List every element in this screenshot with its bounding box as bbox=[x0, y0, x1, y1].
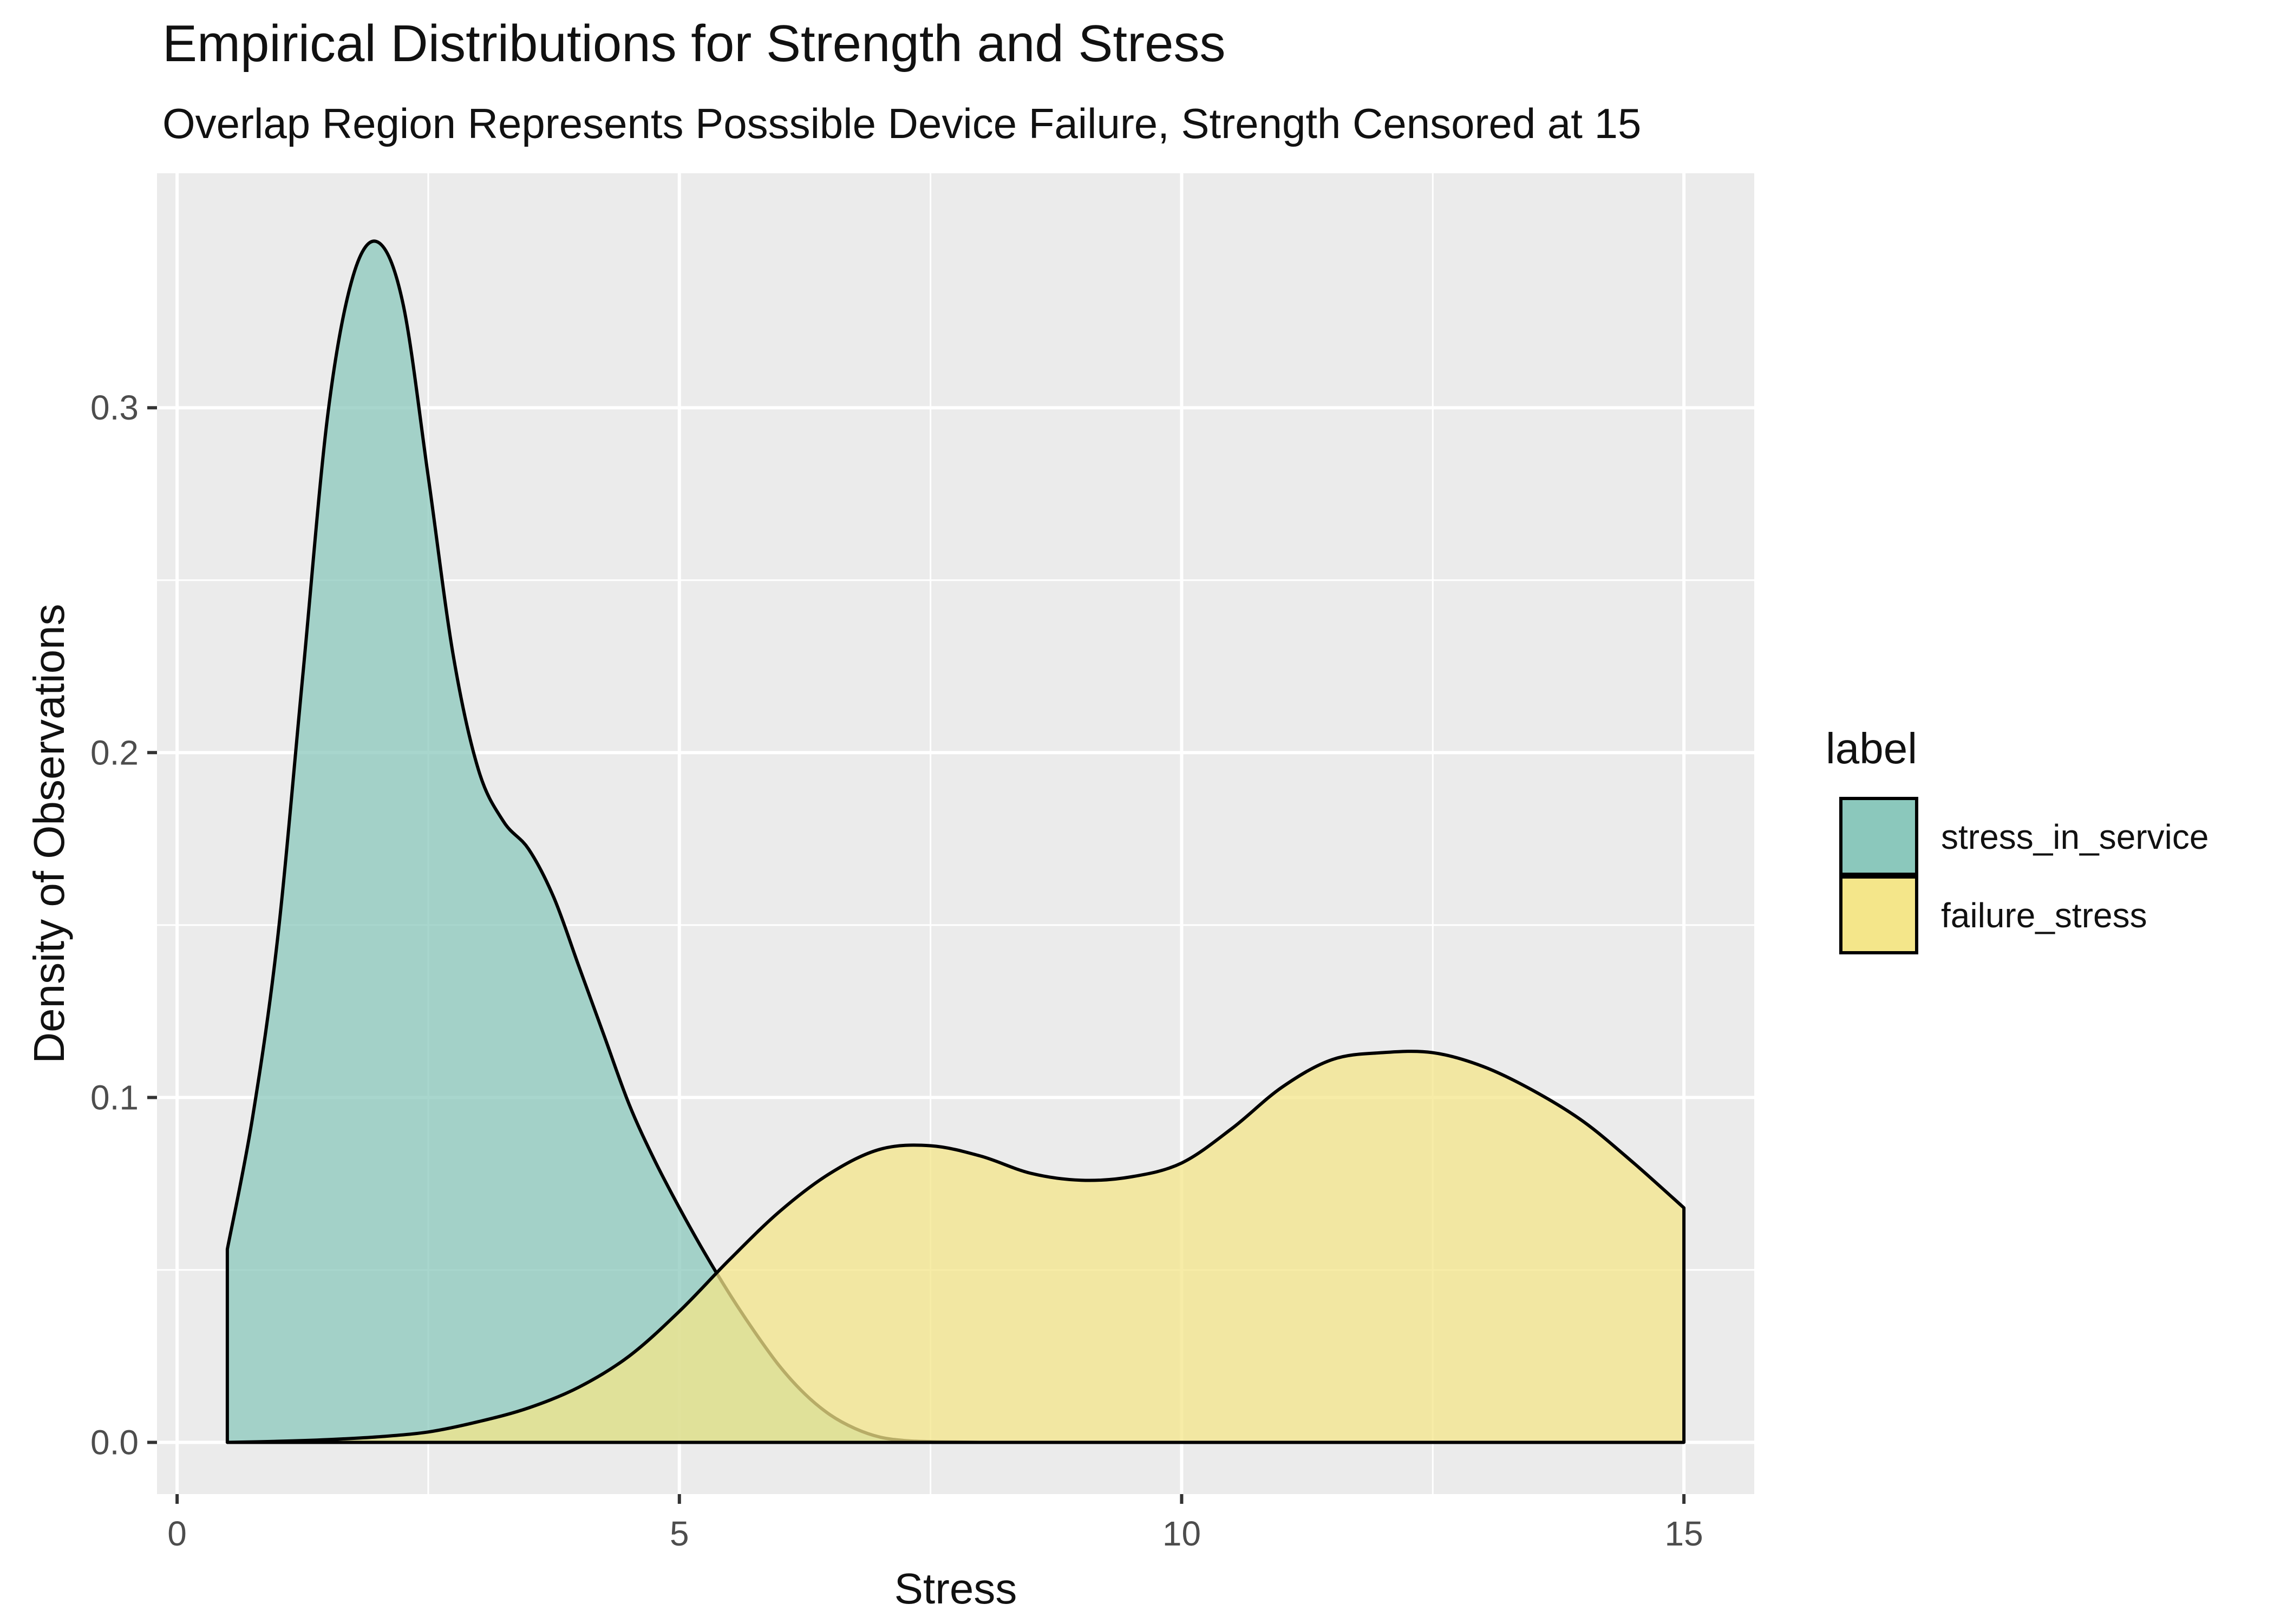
density-area-failure-stress bbox=[225, 1050, 1686, 1444]
y-tick-label: 0.0 bbox=[90, 1423, 139, 1462]
x-axis: 0 5 10 15 bbox=[167, 1494, 1703, 1553]
y-tick-label: 0.2 bbox=[90, 733, 139, 772]
x-tick-label: 10 bbox=[1162, 1514, 1201, 1553]
y-tick-label: 0.1 bbox=[90, 1078, 139, 1117]
density-layer bbox=[225, 239, 1686, 1444]
x-axis-label: Stress bbox=[894, 1564, 1017, 1613]
x-tick-label: 0 bbox=[167, 1514, 187, 1553]
legend-label-stress-in-service: stress_in_service bbox=[1941, 817, 2208, 856]
chart-subtitle: Overlap Region Represents Posssible Devi… bbox=[162, 100, 1641, 147]
plot-panel bbox=[157, 173, 1754, 1494]
legend-label-failure-stress: failure_stress bbox=[1941, 896, 2147, 935]
legend-title: label bbox=[1826, 724, 1917, 772]
x-tick-label: 5 bbox=[670, 1514, 689, 1553]
legend: label stress_in_service failure_stress bbox=[1826, 724, 2208, 954]
legend-key-failure-stress bbox=[1839, 875, 1918, 954]
legend-items: stress_in_service failure_stress bbox=[1839, 797, 2208, 954]
y-tick-label: 0.3 bbox=[90, 388, 139, 427]
y-axis: 0.0 0.1 0.2 0.3 bbox=[90, 388, 157, 1462]
y-axis-label: Density of Observations bbox=[25, 604, 73, 1063]
chart-title: Empirical Distributions for Strength and… bbox=[162, 15, 1225, 73]
x-tick-label: 15 bbox=[1665, 1514, 1703, 1553]
legend-key-stress-in-service bbox=[1839, 797, 1918, 876]
